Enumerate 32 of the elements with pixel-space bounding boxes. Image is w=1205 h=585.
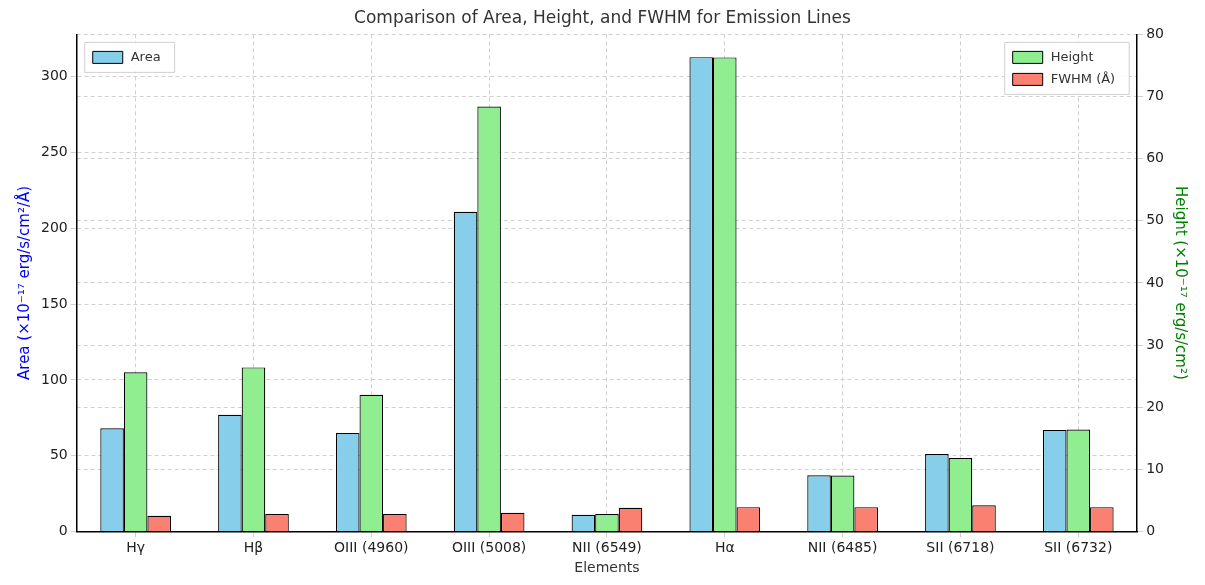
y2-tick-label: 20 xyxy=(1146,397,1165,414)
legend-label: Area xyxy=(130,48,161,64)
y2-tick-label: 40 xyxy=(1146,273,1165,290)
y2-tick-label: 60 xyxy=(1146,149,1165,166)
y2-axis-title: Height (×10⁻¹⁷ erg/s/cm²) xyxy=(1172,185,1191,380)
y2-tick-label: 0 xyxy=(1146,522,1156,539)
x-tick-label: SII (6732) xyxy=(1044,539,1113,556)
x-tick-label: Hβ xyxy=(243,539,264,556)
y-tick-label: 100 xyxy=(40,370,68,387)
x-tick-label: NII (6549) xyxy=(572,539,642,556)
x-tick-label: OIII (4960) xyxy=(334,539,409,556)
x-tick-label: Hα xyxy=(714,539,735,556)
legend-label: Height xyxy=(1050,48,1094,64)
y2-tick-label: 80 xyxy=(1146,25,1165,42)
x-tick-label: NII (6485) xyxy=(807,539,878,556)
chart-title: Comparison of Area, Height, and FWHM for Emission Lines xyxy=(354,6,852,27)
x-tick-label: SII (6718) xyxy=(926,539,995,556)
y-tick-label: 300 xyxy=(40,67,68,84)
x-tick-label: OIII (5008) xyxy=(451,539,527,556)
y2-tick-label: 10 xyxy=(1146,459,1165,476)
x-tick-label: Hγ xyxy=(126,539,146,556)
legend-label: FWHM (Å) xyxy=(1050,70,1116,86)
y-tick-label: 150 xyxy=(40,294,68,311)
x-axis-title: Elements xyxy=(574,559,640,576)
y2-tick-label: 70 xyxy=(1146,87,1165,104)
y-tick-label: 200 xyxy=(40,218,68,235)
y-tick-label: 250 xyxy=(40,143,68,160)
y-tick-label: 0 xyxy=(58,522,68,539)
y2-tick-label: 30 xyxy=(1146,335,1165,352)
y-tick-label: 50 xyxy=(49,446,68,463)
y-axis-title: Area (×10⁻¹⁷ erg/s/cm²/Å) xyxy=(13,185,33,380)
y2-tick-label: 50 xyxy=(1146,211,1165,228)
